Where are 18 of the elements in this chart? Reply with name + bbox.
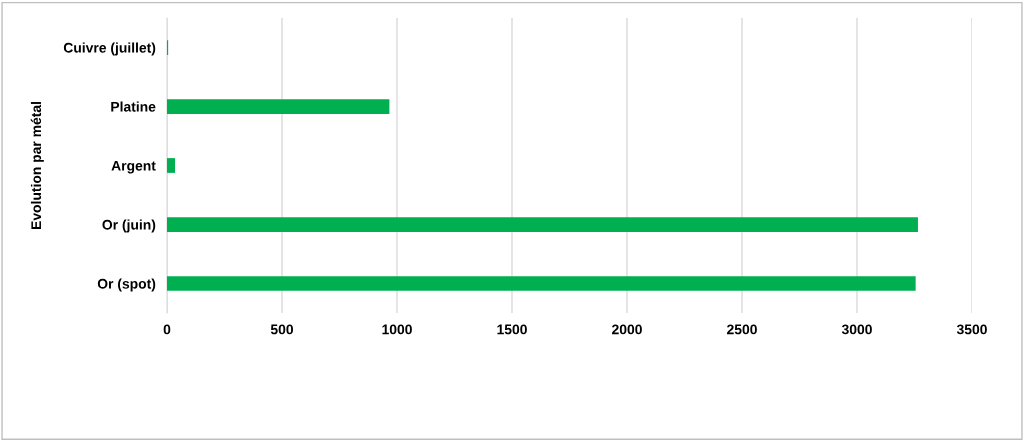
x-tick-label: 2000	[612, 324, 642, 335]
y-tick-label: Cuivre (juillet)	[63, 42, 156, 56]
x-tick-label: 3500	[956, 324, 987, 335]
x-tick-label: 1000	[382, 324, 412, 335]
x-tick-label: 2500	[727, 324, 757, 335]
x-tick-label: 500	[270, 324, 294, 335]
x-tick-label: 3000	[841, 324, 872, 335]
y-axis-title: Evolution par métal	[30, 102, 44, 230]
bar	[167, 158, 176, 173]
bar	[167, 99, 390, 114]
x-tick-label: 1500	[497, 324, 527, 335]
y-tick-label: Argent	[111, 160, 156, 174]
y-tick-label: Or (juin)	[102, 219, 156, 233]
x-tick-label: 0	[163, 324, 171, 335]
y-tick-label: Or (spot)	[97, 278, 156, 292]
y-tick-label: Platine	[111, 101, 156, 112]
bar	[167, 276, 916, 291]
bar	[167, 217, 918, 232]
